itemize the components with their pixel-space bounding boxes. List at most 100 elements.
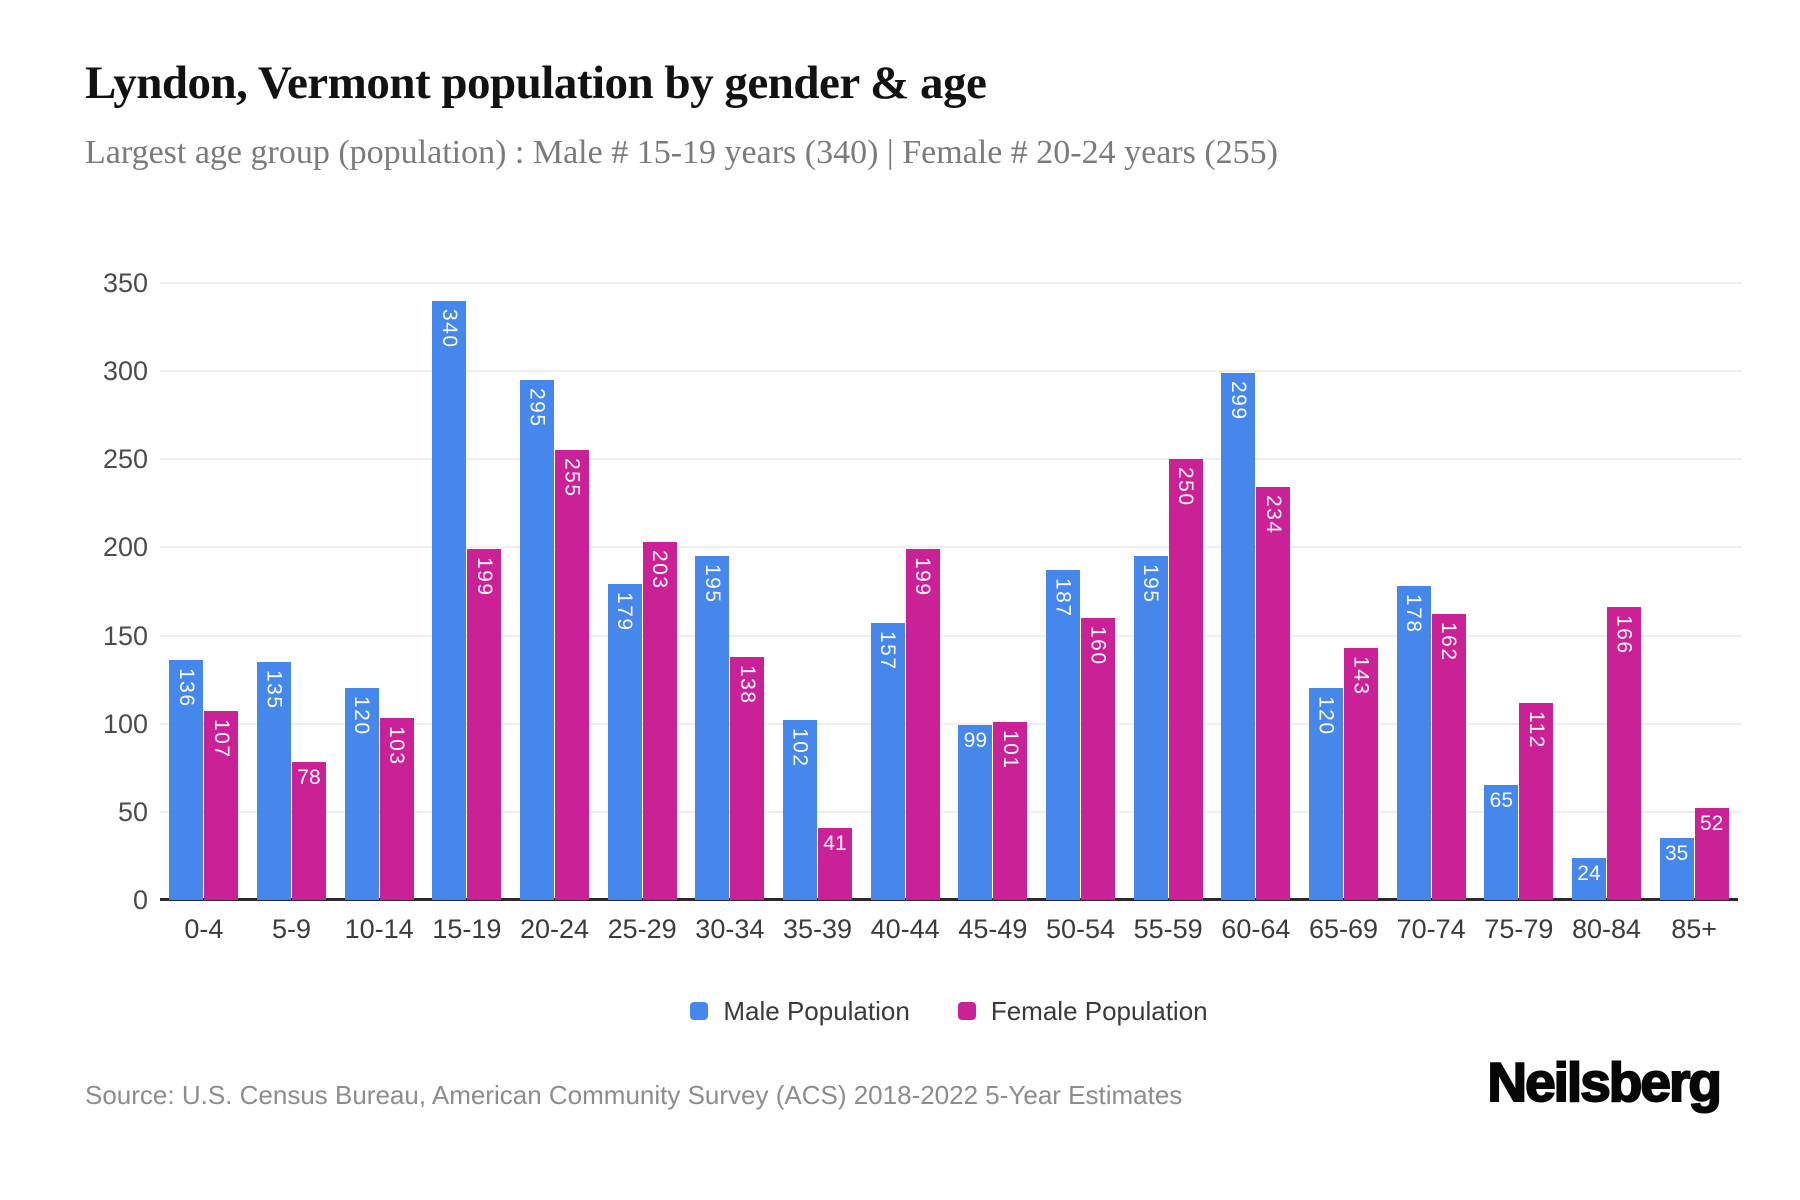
legend: Male Population Female Population (160, 994, 1738, 1028)
x-tick-5-9: 5-9 (271, 914, 311, 944)
bar-male-50-54[interactable]: 187 (1045, 570, 1080, 900)
bar-female-0-4[interactable]: 107 (204, 711, 239, 900)
bar-female-75-79[interactable]: 112 (1519, 703, 1554, 900)
neilsberg-logo: Neilsberg (1486, 1050, 1723, 1114)
bar-group-80-84: 24 166 (1563, 283, 1651, 900)
legend-label: Male Population (723, 995, 910, 1026)
bar-female-30-34[interactable]: 138 (730, 657, 765, 900)
bar-female-70-74[interactable]: 162 (1431, 614, 1466, 900)
bar-male-55-59[interactable]: 195 (1133, 556, 1168, 900)
x-tick-0-4: 0-4 (184, 914, 224, 944)
x-tick-80-84: 80-84 (1571, 914, 1642, 944)
x-tick-10-14: 10-14 (344, 914, 414, 944)
bar-female-35-39[interactable]: 41 (817, 828, 852, 900)
bar-group-40-44: 157 199 (861, 283, 949, 900)
x-tick-15-19: 15-19 (432, 914, 502, 944)
bar-value-label: 102 (788, 728, 812, 768)
bar-value-label: 103 (385, 726, 409, 766)
bar-value-label: 112 (1524, 711, 1548, 749)
bar-value-label: 135 (262, 670, 286, 710)
bar-value-label: 65 (1489, 789, 1514, 812)
bar-male-70-74[interactable]: 178 (1396, 586, 1431, 900)
bar-group-50-54: 187 160 (1037, 283, 1125, 900)
bar-value-label: 120 (1314, 696, 1338, 736)
bar-male-75-79[interactable]: 65 (1484, 785, 1519, 900)
x-tick-70-74: 70-74 (1396, 914, 1466, 944)
bar-value-label: 35 (1664, 842, 1689, 865)
gridline-200 (160, 546, 1742, 549)
legend-item-female[interactable]: Female Population (957, 996, 1208, 1027)
x-tick-50-54: 50-54 (1045, 914, 1116, 944)
bar-male-80-84[interactable]: 24 (1571, 858, 1606, 900)
bar-female-20-24[interactable]: 255 (554, 450, 589, 900)
bar-value-label: 299 (1226, 381, 1250, 421)
bar-value-label: 203 (648, 550, 672, 590)
bar-male-40-44[interactable]: 157 (870, 623, 905, 900)
bar-group-25-29: 179 203 (598, 283, 686, 900)
gridline-300 (160, 370, 1742, 373)
bar-value-label: 101 (998, 730, 1022, 770)
bar-male-25-29[interactable]: 179 (607, 584, 642, 900)
bar-male-60-64[interactable]: 299 (1221, 373, 1256, 900)
x-axis-line (160, 898, 1738, 901)
bar-male-15-19[interactable]: 340 (432, 301, 467, 900)
bar-male-65-69[interactable]: 120 (1308, 688, 1343, 900)
bar-value-label: 24 (1577, 862, 1601, 885)
bar-group-45-49: 99 101 (949, 283, 1037, 900)
bar-male-45-49[interactable]: 99 (958, 725, 993, 900)
bar-male-0-4[interactable]: 136 (169, 660, 204, 900)
bar-group-85+: 35 52 (1650, 283, 1738, 900)
bar-female-40-44[interactable]: 199 (905, 549, 940, 900)
bar-male-10-14[interactable]: 120 (344, 688, 379, 900)
bar-female-50-54[interactable]: 160 (1080, 618, 1115, 900)
bar-male-5-9[interactable]: 135 (256, 662, 291, 900)
bar-value-label: 234 (1261, 495, 1285, 535)
bar-value-label: 107 (209, 719, 233, 759)
x-tick-30-34: 30-34 (695, 914, 765, 944)
bar-group-65-69: 120 143 (1300, 283, 1388, 900)
bar-female-25-29[interactable]: 203 (642, 542, 677, 900)
bar-value-label: 195 (700, 564, 724, 604)
bar-group-30-34: 195 138 (686, 283, 774, 900)
legend-item-male[interactable]: Male Population (690, 995, 910, 1027)
bar-value-label: 199 (911, 557, 935, 597)
bar-male-30-34[interactable]: 195 (695, 556, 730, 900)
x-tick-40-44: 40-44 (870, 914, 940, 944)
bar-female-85+[interactable]: 52 (1694, 808, 1729, 900)
bar-female-55-59[interactable]: 250 (1168, 459, 1203, 900)
bar-value-label: 255 (560, 458, 584, 498)
bar-female-65-69[interactable]: 143 (1343, 648, 1378, 900)
bar-value-label: 138 (735, 665, 759, 705)
bar-value-label: 78 (297, 766, 321, 789)
bar-value-label: 136 (174, 668, 198, 708)
y-tick-350: 350 (102, 268, 148, 298)
bar-value-label: 178 (1402, 594, 1426, 634)
bar-female-5-9[interactable]: 78 (291, 762, 326, 900)
bar-male-85+[interactable]: 35 (1659, 838, 1694, 900)
y-tick-100: 100 (102, 708, 148, 739)
legend-swatch (957, 1002, 976, 1020)
bar-value-label: 340 (437, 309, 461, 349)
chart-subtitle: Largest age group (population) : Male # … (85, 134, 1279, 171)
bar-female-15-19[interactable]: 199 (467, 549, 502, 900)
bar-female-60-64[interactable]: 234 (1256, 487, 1291, 900)
bar-value-label: 120 (350, 696, 374, 736)
y-tick-150: 150 (102, 620, 148, 651)
bar-value-label: 41 (823, 832, 847, 855)
x-tick-25-29: 25-29 (607, 914, 677, 944)
bar-value-label: 166 (1612, 615, 1636, 655)
x-tick-85+: 85+ (1671, 914, 1718, 944)
chart-title: Lyndon, Vermont population by gender & a… (85, 57, 987, 109)
bar-group-15-19: 340 199 (423, 283, 511, 900)
bar-male-20-24[interactable]: 295 (519, 380, 554, 900)
bar-female-80-84[interactable]: 166 (1606, 607, 1641, 900)
bar-value-label: 52 (1699, 812, 1724, 835)
bar-group-0-4: 136 107 (160, 283, 248, 900)
y-tick-50: 50 (117, 796, 148, 827)
gridline-250 (160, 458, 1742, 461)
bar-male-35-39[interactable]: 102 (782, 720, 817, 900)
legend-swatch (690, 1002, 709, 1020)
bar-female-10-14[interactable]: 103 (379, 718, 414, 900)
bar-female-45-49[interactable]: 101 (993, 722, 1028, 900)
